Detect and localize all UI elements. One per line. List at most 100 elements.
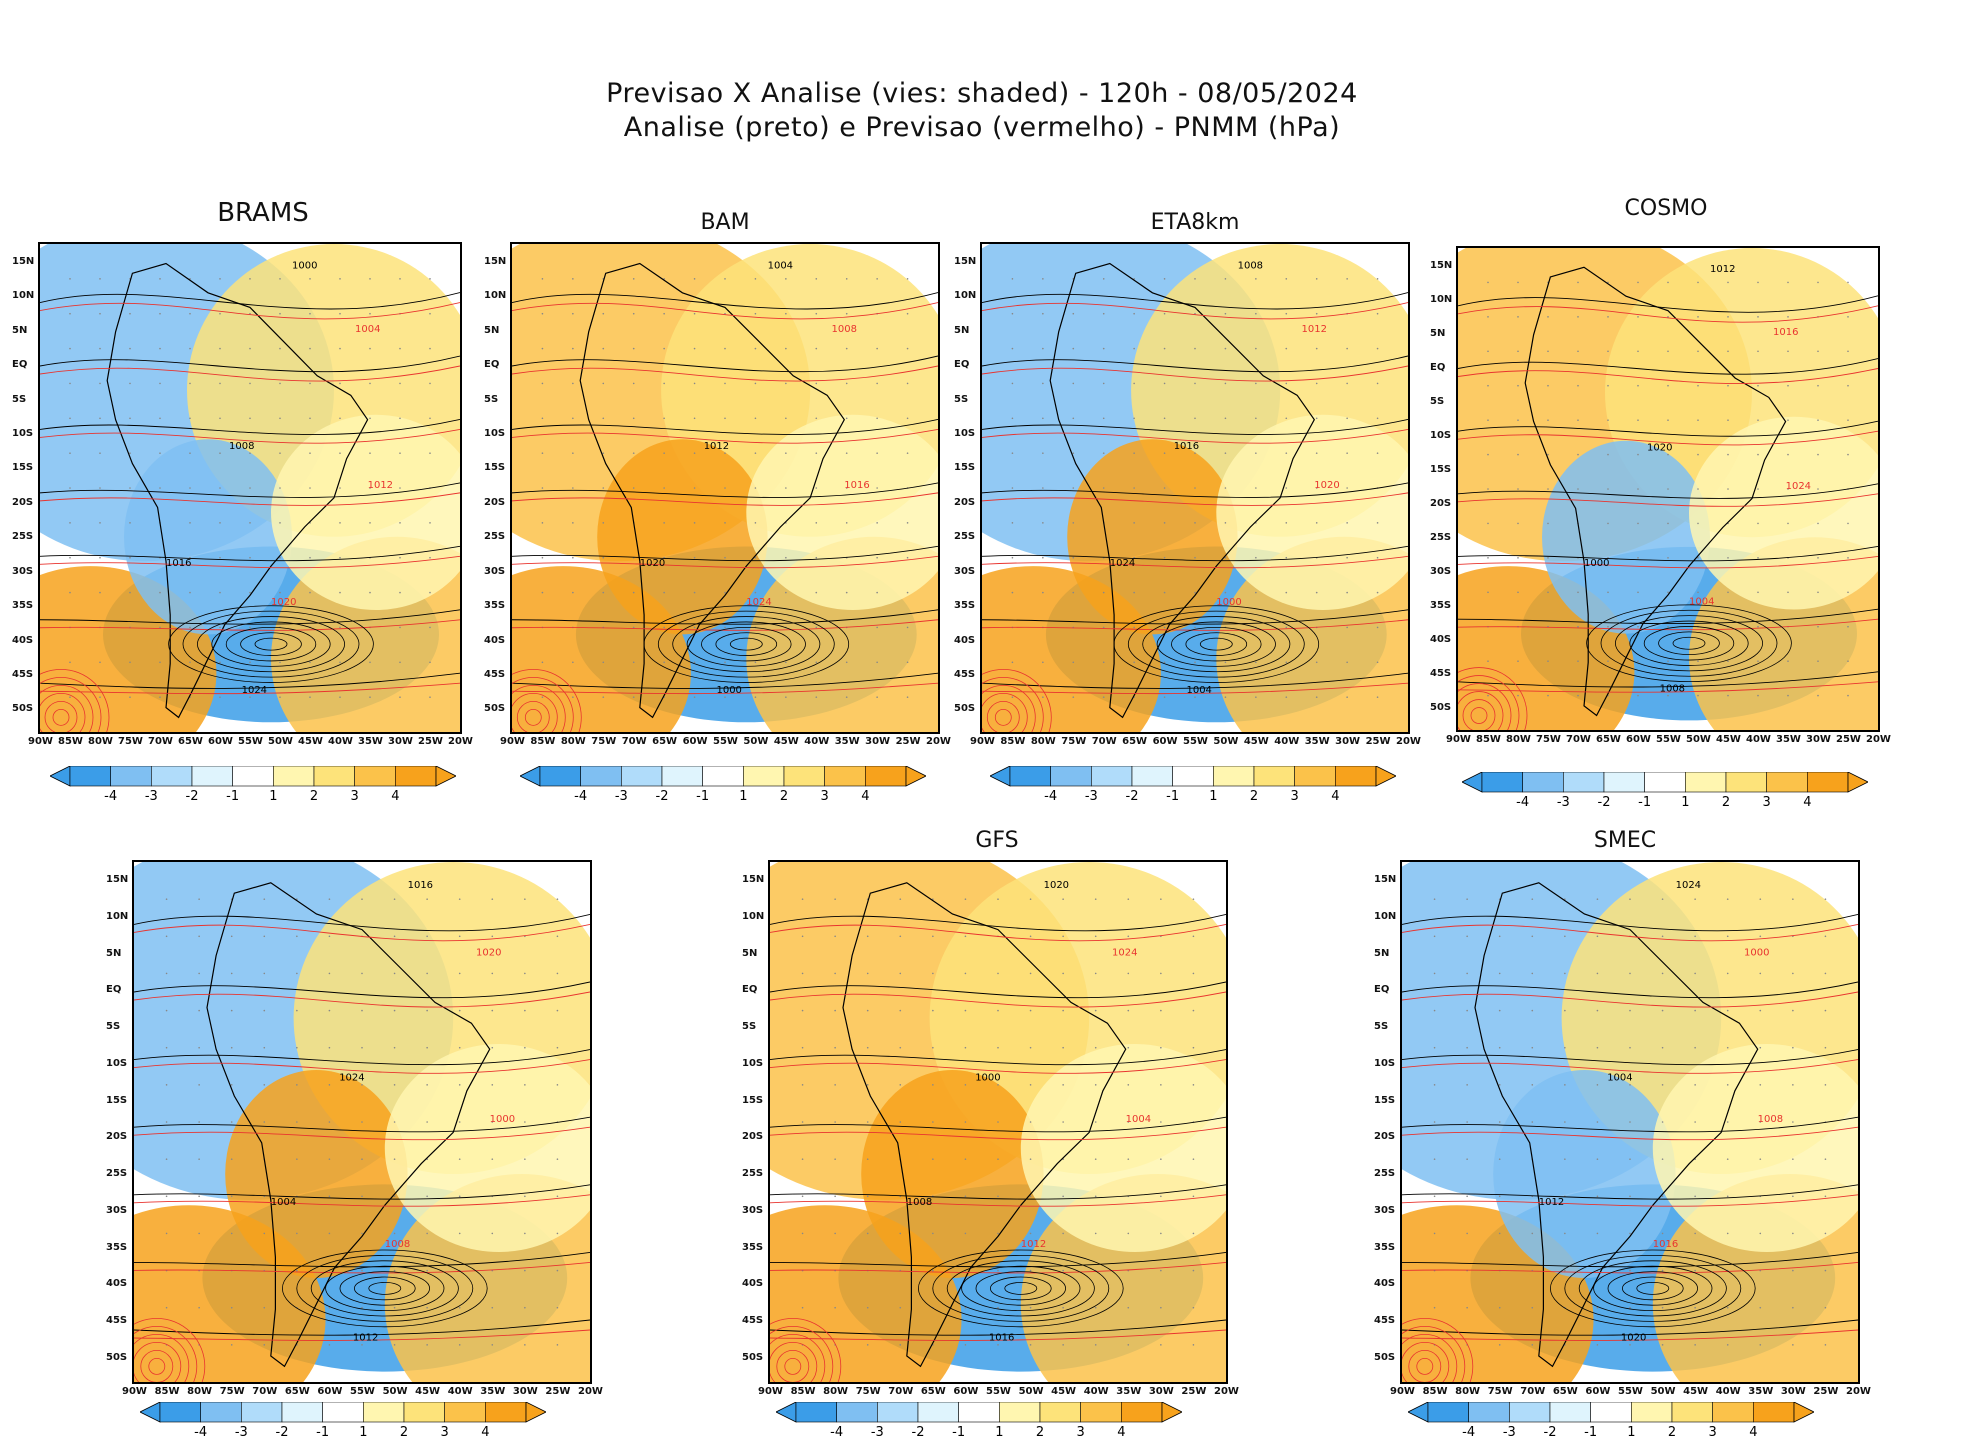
bias-shading xyxy=(1689,416,1878,610)
lon-tick-label: 90W xyxy=(122,1386,147,1397)
forecast-isobar xyxy=(40,555,460,569)
analysis-isobar xyxy=(1586,604,1792,683)
colorbar-segment xyxy=(1213,765,1255,787)
colorbar-tick-label: -1 xyxy=(952,1425,965,1436)
isobar-label: 1024 xyxy=(1676,880,1701,891)
lat-tick-label: 15N xyxy=(12,256,35,267)
analysis-isobar xyxy=(1458,358,1878,375)
analysis-isobar xyxy=(1004,1281,1038,1295)
lat-tick-label: 45S xyxy=(742,1315,764,1327)
lon-tick-label: 25W xyxy=(418,736,443,747)
lon-tick-label: 45W xyxy=(1683,1386,1709,1397)
colorbar-segment xyxy=(485,1401,527,1423)
lat-tick-label: 15S xyxy=(106,1094,128,1106)
forecast-isobar xyxy=(982,684,1036,732)
lat-tick-label: 25S xyxy=(484,531,506,543)
forecast-isobar xyxy=(770,1059,1226,1074)
colorbar-segment xyxy=(1509,1401,1551,1423)
graticule xyxy=(541,278,909,698)
lat-tick-label: 20S xyxy=(12,496,34,508)
lon-tick-label: 80W xyxy=(1455,1386,1481,1397)
forecast-isobar xyxy=(1402,1318,1474,1382)
analysis-isobar xyxy=(354,1276,416,1301)
colorbar-arrow-left xyxy=(49,765,71,787)
analysis-isobar xyxy=(512,292,938,310)
forecast-isobar xyxy=(140,1350,174,1382)
lon-tick-label: 60W xyxy=(1152,736,1178,747)
colorbar-tick-label: 1 xyxy=(269,789,277,804)
lon-tick-label: 75W xyxy=(1536,734,1561,745)
colorbar-segment xyxy=(539,765,581,787)
lon-tick-label: 50W xyxy=(1686,734,1711,745)
map-cosmo: 1012 1016 1020 1024 1000 1004 1008 xyxy=(1456,246,1880,732)
lon-tick-label: 85W xyxy=(1000,736,1026,747)
lat-tick-label: 5S xyxy=(12,393,27,405)
lon-tick-label: 60W xyxy=(953,1386,979,1397)
analysis-isobar xyxy=(975,1271,1066,1306)
lon-tick-label: 40W xyxy=(1715,1386,1741,1397)
colorbar-arrow-left xyxy=(1407,1401,1429,1423)
forecast-isobar xyxy=(982,492,1408,506)
isobar-label: 1016 xyxy=(166,558,191,569)
lat-tick-label: 40S xyxy=(1374,1278,1396,1290)
forecast-isobar xyxy=(1408,1350,1442,1382)
colorbar-tick-label: -2 xyxy=(1126,789,1139,804)
forecast-isobar xyxy=(982,555,1408,569)
analysis-isobar xyxy=(770,1116,1226,1133)
analysis-isobar xyxy=(134,1184,590,1200)
lat-tick-label: 50S xyxy=(1430,701,1452,713)
analysis-isobar xyxy=(1622,1276,1684,1301)
lat-tick-label: 10N xyxy=(954,290,977,302)
lon-tick-label: 65W xyxy=(652,736,678,747)
lon-tick-label: 75W xyxy=(591,736,617,747)
lat-tick-label: 5N xyxy=(106,947,122,959)
colorbar-tick-label: -4 xyxy=(1044,789,1057,804)
forecast-isobar xyxy=(1458,683,1512,730)
panel-title: SMEC xyxy=(1593,828,1657,853)
colorbar-tick-label: -4 xyxy=(104,789,117,804)
colorbar-tick-label: 4 xyxy=(1331,789,1339,804)
forecast-isobar xyxy=(770,1334,826,1382)
forecast-isobar xyxy=(982,682,1408,695)
isobar-label: 1012 xyxy=(353,1332,378,1343)
analysis-isobar xyxy=(982,292,1408,310)
lat-tick-label: 10S xyxy=(1374,1057,1396,1069)
lat-tick-label: 10N xyxy=(12,290,35,302)
panel-title: ETA8km xyxy=(1150,210,1240,235)
lat-tick-label: 30S xyxy=(12,565,34,577)
lon-tick-label: 45W xyxy=(773,736,799,747)
analysis-isobar xyxy=(296,1254,474,1322)
colorbar-segment xyxy=(313,765,355,787)
lon-tick-label: 30W xyxy=(388,736,413,747)
lat-tick-label: 25S xyxy=(1374,1168,1396,1180)
analysis-isobar xyxy=(657,610,835,678)
analysis-isobar xyxy=(134,1116,590,1133)
isobar-label: 1024 xyxy=(1110,558,1135,569)
lon-tick-label: 85W xyxy=(154,1386,180,1397)
lon-tick-label: 65W xyxy=(1596,734,1621,745)
colorbar-tick-label: 2 xyxy=(1722,795,1730,810)
lon-tick-label: 30W xyxy=(1806,734,1831,745)
colorbar: -4 -3 -2 -1 1 2 3 4 xyxy=(519,765,927,808)
lat-tick-label: 45S xyxy=(1430,667,1452,679)
lat-tick-label: 40S xyxy=(12,634,34,646)
lon-tick-label: 65W xyxy=(178,736,203,747)
graticule xyxy=(801,898,1195,1346)
colorbar-segment xyxy=(1712,1401,1754,1423)
lat-tick-label: EQ xyxy=(954,359,970,371)
lon-tick-label: 60W xyxy=(1585,1386,1611,1397)
panel-title: BAM xyxy=(700,210,750,235)
forecast-isobar xyxy=(40,365,460,382)
lat-tick-label: 15N xyxy=(106,874,129,885)
lon-tick-label: 50W xyxy=(1018,1386,1044,1397)
lon-tick-label: 20W xyxy=(1396,736,1421,747)
analysis-isobar xyxy=(1402,913,1858,932)
isobar-label: 1016 xyxy=(989,1332,1014,1343)
isobar-label: 1016 xyxy=(1773,327,1798,338)
lon-tick-label: 60W xyxy=(1626,734,1651,745)
lat-tick-label: 25S xyxy=(742,1168,764,1180)
lat-tick-label: 5S xyxy=(106,1021,121,1033)
lat-tick-label: 50S xyxy=(484,703,506,715)
analysis-isobar xyxy=(339,1271,430,1306)
lat-tick-label: 15N xyxy=(1374,874,1397,885)
